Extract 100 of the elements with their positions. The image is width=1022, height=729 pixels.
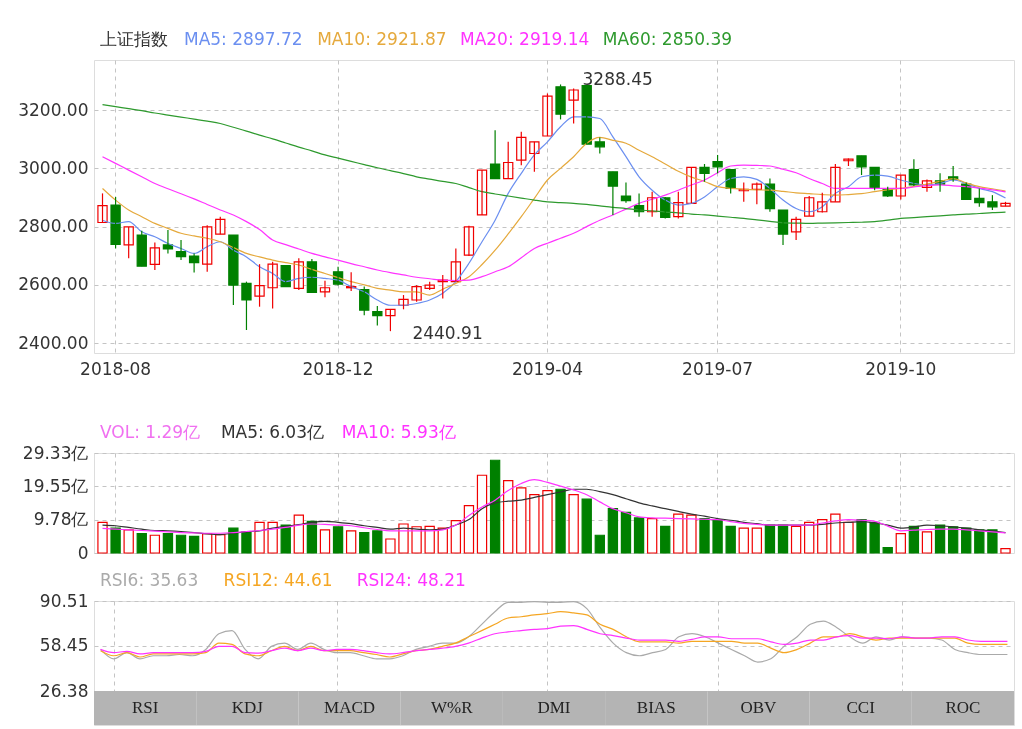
candlestick — [123, 226, 134, 259]
candlestick — [581, 85, 592, 145]
text: ROC — [945, 698, 981, 717]
y-tick-label: 2600.00 — [18, 274, 89, 295]
y-tick-label: 0 — [77, 542, 89, 563]
candlestick — [529, 141, 540, 173]
candlestick — [241, 281, 252, 331]
candlestick — [228, 234, 239, 306]
bar — [830, 513, 841, 554]
text: KDJ — [231, 698, 264, 717]
bar — [489, 459, 501, 554]
bar — [215, 533, 226, 554]
bar — [463, 505, 475, 554]
bar — [267, 521, 278, 554]
bar — [293, 514, 304, 554]
bar — [411, 526, 422, 554]
bar — [123, 529, 134, 554]
bar — [790, 525, 802, 554]
candlestick — [97, 192, 108, 224]
candlestick — [712, 154, 723, 174]
bar — [856, 518, 867, 554]
line-series — [101, 156, 1007, 282]
line-series — [101, 136, 1007, 296]
bar — [921, 531, 933, 554]
bar — [699, 517, 710, 554]
y-tick-label: 19.55亿 — [22, 475, 89, 496]
bar — [450, 520, 462, 554]
bar — [202, 532, 213, 554]
bar — [555, 488, 566, 554]
candlestick — [476, 169, 488, 216]
text: MA5: 6.03亿 — [220, 422, 325, 442]
bar — [372, 530, 383, 554]
x-tick-label: 2018-12 — [302, 358, 374, 379]
text: RSI — [131, 698, 159, 717]
line-series — [101, 479, 1007, 534]
text: RSI6: 35.63 — [100, 570, 199, 590]
bar — [529, 494, 540, 554]
candlestick — [542, 92, 553, 137]
text: W%R — [431, 698, 474, 717]
bar — [895, 532, 906, 554]
bar — [162, 532, 174, 554]
text: MA5: 2897.72 — [184, 29, 303, 49]
candlestick — [686, 166, 697, 204]
bar — [241, 531, 252, 554]
bar — [594, 534, 605, 554]
text: BIAS — [636, 698, 676, 717]
bar — [398, 523, 409, 554]
bar — [961, 527, 972, 554]
bar — [503, 480, 514, 554]
bar — [476, 474, 488, 554]
text: MA10: 5.93亿 — [341, 422, 456, 442]
annotation: 2440.91 — [412, 323, 483, 344]
bar — [712, 518, 723, 554]
bar — [175, 534, 187, 554]
bar — [882, 546, 893, 554]
bar — [633, 517, 645, 554]
candlestick — [568, 87, 579, 125]
text: VOL: 1.29亿 — [100, 422, 201, 442]
line-series — [99, 600, 1009, 663]
bar — [228, 527, 239, 554]
bar — [319, 529, 331, 554]
line-series — [99, 611, 1009, 658]
bar — [581, 498, 592, 554]
bar — [542, 490, 553, 554]
y-tick-label: 9.78亿 — [33, 509, 89, 530]
y-tick-label: 26.38 — [39, 680, 89, 701]
bar — [764, 524, 776, 554]
bar — [516, 487, 527, 554]
y-tick-label: 3200.00 — [18, 99, 89, 120]
bar — [385, 538, 396, 554]
bar — [97, 521, 108, 554]
bar — [254, 521, 265, 554]
text: RSI24: 48.21 — [356, 570, 466, 590]
y-tick-label: 3000.00 — [18, 157, 89, 178]
bar — [646, 517, 658, 554]
bar — [804, 521, 815, 554]
bar — [280, 524, 291, 554]
line-series — [99, 624, 1009, 655]
x-tick-label: 2019-04 — [511, 358, 583, 379]
candlestick — [280, 265, 291, 288]
text: OBV — [740, 698, 778, 717]
text: DMI — [537, 698, 571, 717]
candlestick — [856, 155, 867, 176]
x-tick-label: 2019-07 — [682, 358, 754, 379]
bar — [869, 521, 880, 554]
candlestick — [254, 263, 265, 308]
bar — [1000, 547, 1011, 554]
candlestick — [372, 305, 383, 327]
bar — [751, 527, 763, 554]
bar — [987, 529, 998, 554]
bar — [149, 534, 161, 554]
bar — [188, 535, 200, 554]
bar — [568, 494, 579, 554]
bar — [673, 513, 684, 554]
bar — [660, 525, 671, 554]
bar — [843, 521, 854, 554]
y-tick-label: 2800.00 — [18, 216, 89, 237]
x-tick-label: 2019-10 — [865, 358, 937, 379]
x-tick-label: 2018-08 — [80, 358, 152, 379]
text: RSI12: 44.61 — [223, 570, 333, 590]
